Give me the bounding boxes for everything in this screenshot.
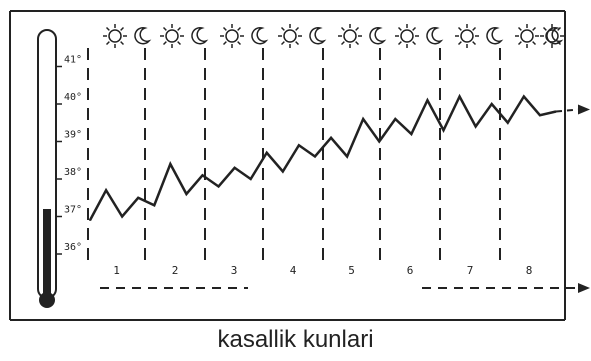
sun-icon <box>220 24 244 48</box>
temperature-point <box>410 133 413 135</box>
timeline-arrowhead <box>578 283 590 293</box>
sun-icon <box>540 24 564 48</box>
day-night-icons <box>103 24 564 48</box>
temperature-point <box>394 118 397 120</box>
temperature-point <box>201 174 204 177</box>
temperature-point <box>282 170 284 173</box>
temperature-point <box>314 155 316 158</box>
day-label: 5 <box>348 264 355 277</box>
x-axis-caption: kasallik kunlari <box>217 326 374 353</box>
temperature-point <box>169 163 172 165</box>
scale-label: 38° <box>64 167 82 178</box>
temperature-point <box>346 155 348 158</box>
temperature-point <box>458 95 461 98</box>
day-label: 7 <box>467 264 474 277</box>
sun-icon <box>395 24 419 48</box>
fever-curve <box>88 93 590 222</box>
fever-diagram: 41° 40° 39° 38° 37° 36° 1 2 3 4 5 6 7 8 <box>9 10 590 321</box>
moon-icon <box>369 26 387 45</box>
temperature-point <box>185 193 188 195</box>
temperature-point <box>137 196 140 199</box>
temperature-point <box>426 99 429 102</box>
temperature-point <box>330 136 332 139</box>
sun-icon <box>338 24 362 48</box>
temperature-point <box>298 144 300 147</box>
temperature-point <box>539 114 541 117</box>
moon-icon <box>134 26 152 45</box>
scale-label: 37° <box>64 205 82 216</box>
scale-label: 41° <box>64 55 82 66</box>
moon-icon <box>486 26 504 45</box>
temperature-point <box>121 215 123 218</box>
frame <box>9 10 566 321</box>
moon-icon <box>426 26 444 45</box>
day-label: 2 <box>172 264 179 277</box>
temperature-point <box>89 219 91 222</box>
temperature-point <box>490 103 493 105</box>
temperature-point <box>362 118 364 120</box>
temperature-line <box>88 93 557 221</box>
temperature-point <box>378 140 381 143</box>
day-label: 1 <box>113 264 120 277</box>
timeline-arrows <box>100 283 590 293</box>
temperature-point <box>105 189 107 192</box>
moon-icon <box>251 26 269 45</box>
moon-icon <box>309 26 327 45</box>
sun-icon <box>515 24 539 48</box>
day-label: 3 <box>231 264 238 277</box>
temperature-point <box>153 204 156 207</box>
temperature-point <box>217 185 220 188</box>
curve-arrowhead <box>578 104 590 115</box>
temperature-scale: 41° 40° 39° 38° 37° 36° <box>55 40 82 262</box>
sun-icon <box>455 24 479 48</box>
temperature-point <box>249 178 252 180</box>
temperature-point <box>474 125 477 128</box>
day-labels: 1 2 3 4 5 6 7 8 <box>113 264 532 277</box>
day-dividers <box>87 48 501 265</box>
scale-label: 36° <box>64 242 82 253</box>
scale-label: 39° <box>64 130 82 141</box>
temperature-point <box>233 166 236 169</box>
day-label: 6 <box>407 264 414 277</box>
temperature-point <box>265 151 268 154</box>
sun-icon <box>278 24 302 48</box>
scale-label: 40° <box>64 92 82 103</box>
moon-icon <box>191 26 209 45</box>
temperature-point <box>506 121 509 124</box>
day-label: 8 <box>526 264 533 277</box>
sun-icon <box>103 24 127 48</box>
temperature-point <box>523 95 525 98</box>
day-label: 4 <box>290 264 297 277</box>
curve-continuation <box>555 108 579 113</box>
temperature-point <box>442 129 445 132</box>
thermometer-icon <box>37 29 57 308</box>
sun-icon <box>160 24 184 48</box>
